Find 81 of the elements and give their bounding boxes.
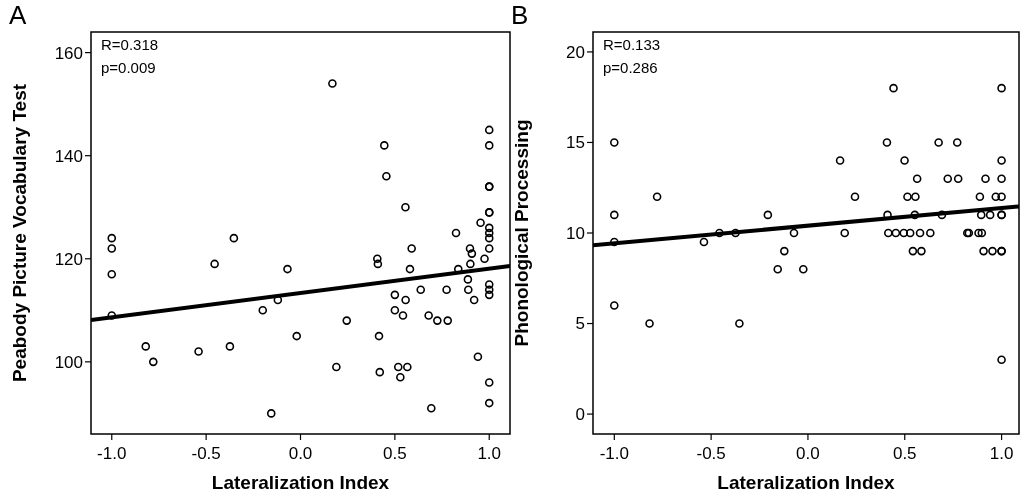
point (780, 246, 789, 256)
x-tick-label: 0.0 (796, 444, 820, 463)
point (903, 192, 912, 202)
point (899, 228, 909, 238)
x-tick-label: 0.5 (892, 444, 917, 463)
point (763, 210, 773, 220)
point (610, 138, 619, 147)
x-tick-label: -1.0 (97, 444, 127, 463)
x-tick-label: -0.5 (696, 444, 726, 463)
point (882, 138, 892, 147)
point (952, 138, 962, 147)
point (850, 192, 860, 202)
point (891, 228, 901, 238)
point (997, 355, 1006, 365)
point (773, 264, 783, 274)
x-tick-label: 1.0 (477, 444, 502, 463)
y-tick-label: 5 (575, 314, 585, 334)
annotation: p=0.286 (603, 59, 658, 76)
point (889, 83, 898, 93)
point (976, 210, 986, 220)
point (943, 174, 953, 183)
point (974, 228, 983, 238)
point (900, 156, 909, 165)
chart-title: B (511, 0, 529, 30)
y-tick-label: 140 (54, 146, 83, 166)
point (926, 228, 935, 238)
annotation: p=0.009 (101, 59, 156, 76)
y-tick-label: 20 (566, 42, 585, 62)
point (789, 228, 799, 238)
point (917, 246, 926, 256)
point (915, 228, 925, 238)
point (884, 228, 893, 238)
point (997, 156, 1006, 165)
point (610, 210, 619, 220)
y-tick-label: 100 (54, 352, 83, 372)
point (997, 192, 1006, 202)
x-tick-label: 1.0 (989, 444, 1014, 463)
point (908, 246, 918, 256)
y-tick-label: 15 (566, 133, 585, 153)
y-tick-label: 0 (575, 405, 585, 425)
point (645, 319, 654, 328)
point (981, 174, 990, 183)
y-axis-title: Peabody Picture Vocabulary Test (9, 83, 30, 383)
point (979, 246, 988, 256)
annotation: R=0.133 (603, 36, 661, 53)
point (910, 210, 920, 220)
chart-title: A (9, 0, 27, 30)
point (977, 228, 987, 238)
point (731, 228, 740, 238)
point (991, 192, 1001, 202)
point (840, 228, 850, 238)
point (715, 228, 724, 238)
point (988, 246, 997, 256)
point (934, 138, 943, 147)
point (975, 192, 985, 202)
x-axis-title: Lateralization Index (717, 472, 896, 493)
x-tick-label: 0.5 (383, 444, 407, 463)
point (699, 237, 709, 247)
point (610, 237, 619, 247)
point (652, 192, 662, 202)
y-axis-title: Phonological Processing (511, 119, 532, 347)
point (798, 264, 808, 274)
x-tick-label: -0.5 (191, 444, 221, 463)
annotation: R=0.318 (101, 36, 159, 53)
x-axis-title: Lateralization Index (211, 472, 390, 493)
point (912, 174, 922, 183)
point (905, 228, 915, 238)
point (997, 174, 1006, 183)
point (997, 83, 1006, 93)
y-tick-label: 160 (54, 43, 83, 63)
point (835, 156, 845, 165)
point (735, 319, 744, 328)
x-tick-label: -1.0 (599, 444, 629, 463)
point (953, 174, 963, 183)
y-tick-label: 120 (54, 249, 83, 269)
y-tick-label: 10 (566, 223, 585, 243)
x-tick-label: 0.0 (288, 444, 313, 463)
point (610, 301, 619, 310)
point (937, 210, 947, 220)
point (911, 192, 920, 202)
point (985, 210, 995, 220)
